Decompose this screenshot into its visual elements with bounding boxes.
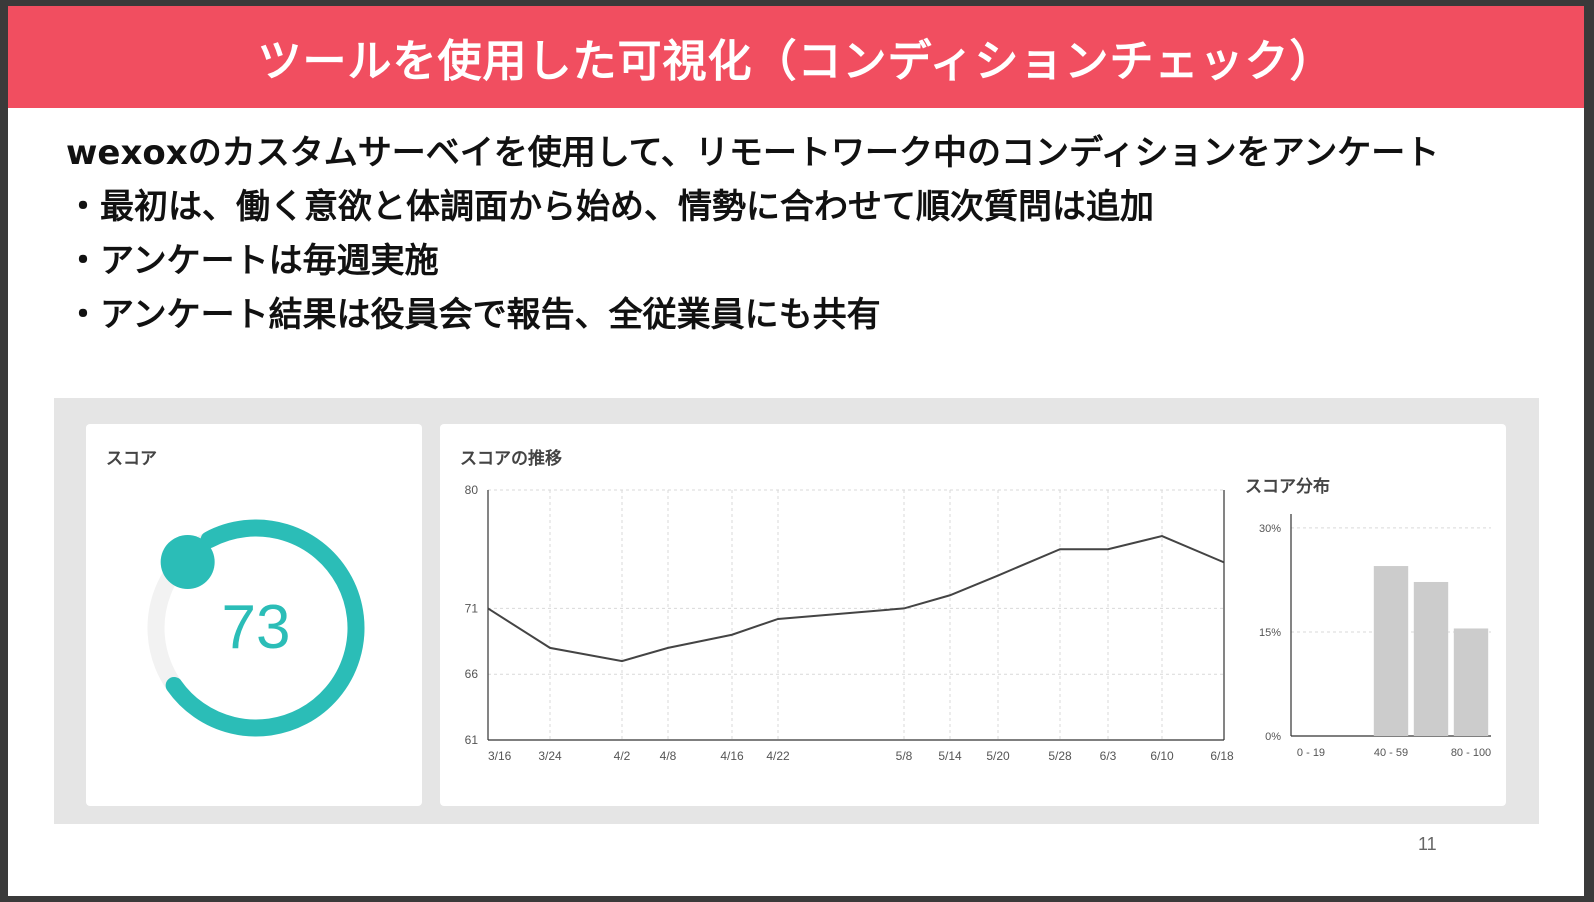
- gauge-handle: [160, 535, 215, 590]
- y-tick-label: 80: [465, 483, 479, 497]
- x-tick-label: 5/20: [986, 749, 1010, 763]
- trend-card-title: スコアの推移: [460, 449, 562, 469]
- bar: [1453, 628, 1489, 736]
- x-tick-label: 6/3: [1100, 749, 1117, 763]
- slide: ツールを使用した可視化（コンディションチェック） wexoxのカスタムサーベイを…: [8, 6, 1584, 896]
- x-tick-label: 4/2: [614, 749, 631, 763]
- bar-x-tick-label: 0 - 19: [1297, 747, 1325, 759]
- bar-x-tick-label: 80 - 100: [1451, 747, 1491, 759]
- y-tick-label: 71: [465, 601, 479, 615]
- x-tick-label: 5/14: [938, 749, 962, 763]
- bar: [1373, 566, 1409, 736]
- bullet-item: ・アンケート結果は役員会で報告、全従業員にも共有: [66, 295, 881, 335]
- trend-card: スコアの推移 80 71 66 61 3/16 3/24 4/2 4/8 4/16 4/22 5/8…: [440, 424, 1506, 806]
- score-gauge: 73: [147, 519, 365, 737]
- score-trend-chart: 80 71 66 61 3/16 3/24 4/2 4/8 4/16 4/22 5/8 5/14 5/2…: [465, 483, 1234, 763]
- score-value: 73: [222, 593, 291, 662]
- x-tick-label: 4/22: [766, 749, 790, 763]
- x-tick-label: 4/16: [720, 749, 744, 763]
- x-tick-label: 5/28: [1048, 749, 1072, 763]
- x-tick-label: 3/16: [488, 749, 512, 763]
- x-tick-label: 6/18: [1210, 749, 1234, 763]
- x-tick-label: 4/8: [660, 749, 677, 763]
- x-tick-label: 3/24: [538, 749, 562, 763]
- bullet-item: ・アンケートは毎週実施: [66, 241, 439, 281]
- bar-y-tick-label: 30%: [1259, 523, 1281, 535]
- title-bar: ツールを使用した可視化（コンディションチェック）: [8, 6, 1584, 108]
- score-card-title: スコア: [106, 449, 157, 469]
- x-tick-label: 5/8: [896, 749, 913, 763]
- bar-x-tick-label: 40 - 59: [1374, 747, 1408, 759]
- score-distribution-chart: 30% 15% 0% 0 - 19 40 - 59 80 - 100: [1259, 514, 1491, 759]
- page-number: 11: [1418, 834, 1437, 854]
- score-line: [487, 535, 1225, 663]
- dashboard-screenshot: スコア 73 スコアの推移 80 71 66 61 3/16 3/24 4/2 4/8 4/16…: [54, 398, 1539, 824]
- bullet-list: wexoxのカスタムサーベイを使用して、リモートワーク中のコンディションをアンケ…: [66, 126, 1546, 342]
- gauge-arc: [147, 519, 365, 737]
- score-card: スコア 73: [86, 424, 422, 806]
- bullet-intro: wexoxのカスタムサーベイを使用して、リモートワーク中のコンディションをアンケ…: [66, 133, 1440, 173]
- bullet-item: ・最初は、働く意欲と体調面から始め、情勢に合わせて順次質問は追加: [66, 187, 1154, 227]
- y-tick-label: 66: [465, 667, 479, 681]
- x-tick-label: 6/10: [1150, 749, 1174, 763]
- bar: [1413, 581, 1449, 736]
- bar-y-tick-label: 0%: [1265, 731, 1281, 743]
- slide-title: ツールを使用した可視化（コンディションチェック）: [257, 36, 1335, 87]
- y-tick-label: 61: [465, 733, 479, 747]
- distribution-card-title: スコア分布: [1245, 477, 1330, 497]
- bar-y-tick-label: 15%: [1259, 627, 1281, 639]
